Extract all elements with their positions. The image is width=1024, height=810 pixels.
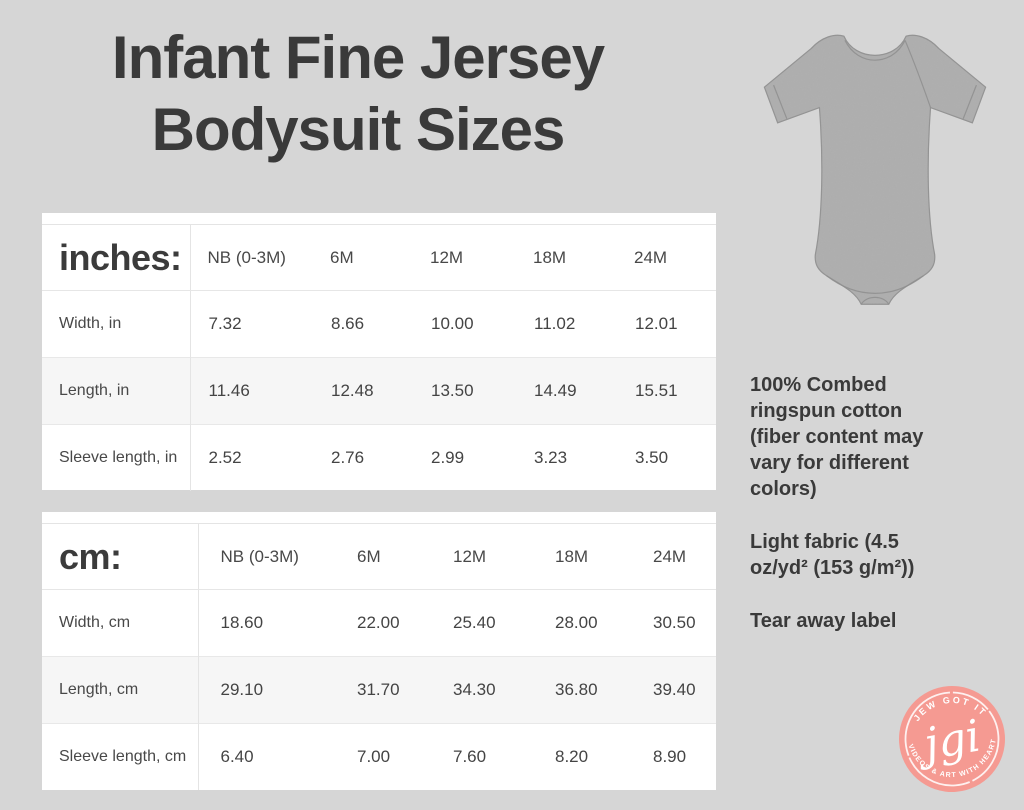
brand-logo: JEW GOT IT jgi VIDEOS & ART WITH HEART (897, 684, 1007, 794)
size-value: 11.46 (190, 357, 313, 425)
size-value: 2.76 (313, 424, 413, 491)
inches-header-row: inches: NB (0-3M) 6M 12M 18M 24M (42, 224, 716, 291)
page-title: Infant Fine Jersey Bodysuit Sizes (111, 24, 605, 163)
table-row-length-cm: Length, cm 29.10 31.70 34.30 36.80 39.40 (42, 656, 716, 724)
size-value: 22.00 (357, 613, 400, 632)
size-value: 2.52 (190, 424, 313, 491)
row-label: Length, cm (42, 656, 199, 724)
cm-table: cm: NB (0-3M) 6M 12M 18M 24M Width, cm 1… (42, 523, 716, 790)
size-value: 7.60 (431, 723, 533, 790)
unit-label-cm: cm: (42, 523, 199, 590)
row-label: Width, in (42, 290, 191, 358)
size-value: 7.32 (208, 314, 242, 333)
size-column-header: 12M (413, 224, 516, 291)
size-column-header: 18M (533, 523, 631, 590)
bodysuit-illustration (763, 34, 987, 305)
size-value: 7.00 (335, 723, 431, 790)
size-value: 34.30 (431, 656, 533, 724)
table-row-width-in: Width, in 7.32 8.66 10.00 11.02 12.01 (42, 290, 716, 358)
size-column-header: 24M (631, 523, 716, 590)
size-value: 10.00 (431, 314, 474, 333)
cm-header-row: cm: NB (0-3M) 6M 12M 18M 24M (42, 523, 716, 590)
size-value: 6.40 (198, 723, 335, 790)
size-value: 30.50 (653, 613, 696, 632)
unit-label-inches: inches: (42, 224, 191, 291)
size-value: 8.90 (631, 723, 716, 790)
size-value: 12.01 (635, 314, 678, 333)
size-value: 13.50 (413, 357, 516, 425)
table-row-length-in: Length, in 11.46 12.48 13.50 14.49 15.51 (42, 357, 716, 425)
fabric-note-weight: Light fabric (4.5 oz/yd² (153 g/m²)) (750, 531, 915, 579)
size-value: 39.40 (631, 656, 716, 724)
size-column-header: 24M (617, 224, 716, 291)
size-table-inches: inches: NB (0-3M) 6M 12M 18M 24M Width, … (42, 213, 716, 491)
size-value: 31.70 (335, 656, 431, 724)
logo-ring (904, 691, 1000, 787)
size-column-header: 18M (516, 224, 617, 291)
size-value: 11.02 (534, 314, 576, 333)
size-value: 15.51 (617, 357, 716, 425)
fabric-note-tear-away: Tear away label (750, 610, 897, 632)
size-column-header: NB (0-3M) (190, 224, 313, 291)
size-value: 2.99 (413, 424, 516, 491)
size-value: 8.20 (533, 723, 631, 790)
row-label: Width, cm (42, 589, 199, 657)
row-label: Length, in (42, 357, 191, 425)
row-label: Sleeve length, in (42, 424, 191, 491)
inches-table: inches: NB (0-3M) 6M 12M 18M 24M Width, … (42, 224, 716, 491)
size-value: 8.66 (331, 314, 365, 333)
fabric-note-cotton: 100% Combed ringspun cotton (fiber conte… (750, 374, 924, 500)
size-value: 3.23 (516, 424, 617, 491)
brand-logo-graphic: JEW GOT IT jgi VIDEOS & ART WITH HEART (899, 686, 1005, 792)
size-value: 14.49 (516, 357, 617, 425)
row-label: Sleeve length, cm (42, 723, 199, 790)
size-value: 28.00 (555, 613, 598, 632)
size-value: 3.50 (617, 424, 716, 491)
fabric-notes: 100% Combed ringspun cotton (fiber conte… (750, 372, 1000, 661)
size-column-header: NB (0-3M) (198, 523, 335, 590)
table-row-width-cm: Width, cm 18.60 22.00 25.40 28.00 30.50 (42, 589, 716, 657)
size-value: 12.48 (313, 357, 413, 425)
table-row-sleeve-cm: Sleeve length, cm 6.40 7.00 7.60 8.20 8.… (42, 723, 716, 790)
size-value: 25.40 (453, 613, 496, 632)
size-column-header: 12M (431, 523, 533, 590)
size-column-header: 6M (335, 523, 431, 590)
table-row-sleeve-in: Sleeve length, in 2.52 2.76 2.99 3.23 3.… (42, 424, 716, 491)
size-column-header: 6M (313, 224, 413, 291)
logo-circle (899, 686, 1005, 792)
bodysuit-product-image (750, 24, 1000, 342)
size-table-cm: cm: NB (0-3M) 6M 12M 18M 24M Width, cm 1… (42, 512, 716, 790)
size-value: 36.80 (533, 656, 631, 724)
size-value: 18.60 (220, 613, 264, 632)
size-value: 29.10 (198, 656, 335, 724)
